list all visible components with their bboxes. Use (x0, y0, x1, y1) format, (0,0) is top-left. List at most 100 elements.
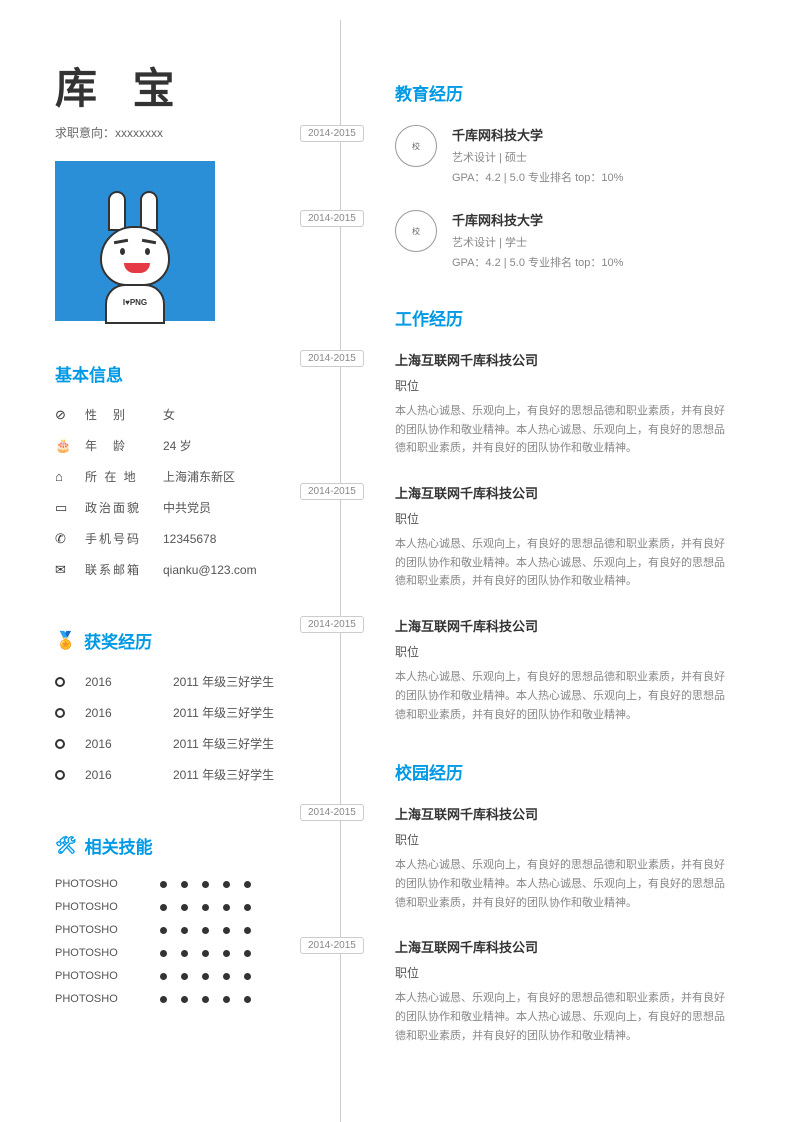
info-row: ⌂ 所 在 地 上海浦东新区 (55, 468, 315, 485)
right-column: 教育经历 2014-2015 校 千库网科技大学 艺术设计 | 硕士 GPA：4… (395, 80, 735, 1080)
position: 职位 (395, 831, 735, 848)
skill-dot (223, 996, 230, 1003)
skill-dot (223, 950, 230, 957)
skill-dot (202, 904, 209, 911)
skill-dot (181, 973, 188, 980)
info-icon: 🎂 (55, 438, 71, 454)
info-label: 所 在 地 (85, 468, 163, 485)
ribbon-icon: 🏅 (55, 631, 76, 651)
experience-item: 2014-2015 上海互联网千库科技公司 职位 本人热心诚恳、乐观向上，有良好… (395, 804, 735, 912)
skills-list: PHOTOSHO PHOTOSHO PHOTOSHO PHOTOSHO PHOT… (55, 878, 315, 1005)
experience-item: 2014-2015 上海互联网千库科技公司 职位 本人热心诚恳、乐观向上，有良好… (395, 483, 735, 591)
tools-icon: 🛠 (55, 836, 77, 856)
skill-name: PHOTOSHO (55, 970, 160, 982)
education-item: 2014-2015 校 千库网科技大学 艺术设计 | 硕士 GPA：4.2 | … (395, 125, 735, 185)
info-icon: ⌂ (55, 469, 71, 484)
skill-dot (244, 996, 251, 1003)
position: 职位 (395, 510, 735, 527)
description: 本人热心诚恳、乐观向上，有良好的思想品德和职业素质，并有良好的团队协作和敬业精神… (395, 668, 735, 724)
skill-dot (244, 904, 251, 911)
info-value: 中共党员 (163, 499, 211, 516)
award-row: 2016 2011 年级三好学生 (55, 766, 315, 783)
date-badge: 2014-2015 (300, 937, 364, 954)
skill-name: PHOTOSHO (55, 901, 160, 913)
gpa: GPA：4.2 | 5.0 专业排名 top：10% (452, 169, 623, 185)
skill-dot (160, 996, 167, 1003)
company-name: 上海互联网千库科技公司 (395, 616, 735, 635)
skill-name: PHOTOSHO (55, 947, 160, 959)
skill-dot (223, 927, 230, 934)
skill-row: PHOTOSHO (55, 901, 315, 913)
skill-dot (244, 927, 251, 934)
bullet-icon (55, 739, 65, 749)
left-column: 库 宝 求职意向：xxxxxxxx I♥PNG 基本信息 ⊘ 性 别 女🎂 年 … (55, 55, 315, 1016)
experience-item: 2014-2015 上海互联网千库科技公司 职位 本人热心诚恳、乐观向上，有良好… (395, 937, 735, 1045)
info-value: 上海浦东新区 (163, 468, 235, 485)
info-row: ▭ 政治面貌 中共党员 (55, 499, 315, 516)
job-intent: 求职意向：xxxxxxxx (55, 124, 315, 141)
skill-dot (223, 973, 230, 980)
date-badge: 2014-2015 (300, 350, 364, 367)
award-year: 2016 (85, 675, 173, 689)
info-value: 12345678 (163, 532, 216, 546)
awards-list: 2016 2011 年级三好学生 2016 2011 年级三好学生 2016 2… (55, 673, 315, 783)
award-desc: 2011 年级三好学生 (173, 673, 274, 690)
rabbit-illustration: I♥PNG (80, 191, 190, 321)
major: 艺术设计 | 硕士 (452, 149, 623, 165)
info-value: qianku@123.com (163, 563, 257, 577)
bullet-icon (55, 770, 65, 780)
skill-dot (160, 950, 167, 957)
skill-name: PHOTOSHO (55, 993, 160, 1005)
info-icon: ✉ (55, 562, 71, 578)
position: 职位 (395, 643, 735, 660)
skill-dot (223, 904, 230, 911)
skill-row: PHOTOSHO (55, 947, 315, 959)
date-badge: 2014-2015 (300, 616, 364, 633)
award-year: 2016 (85, 706, 173, 720)
award-desc: 2011 年级三好学生 (173, 704, 274, 721)
skill-name: PHOTOSHO (55, 878, 160, 890)
school-logo-icon: 校 (395, 210, 437, 252)
avatar-text: I♥PNG (107, 298, 163, 307)
info-row: ✉ 联系邮箱 qianku@123.com (55, 561, 315, 578)
section-education: 教育经历 (395, 80, 735, 105)
skill-dots (160, 996, 251, 1003)
info-row: 🎂 年 龄 24 岁 (55, 437, 315, 454)
skill-dot (202, 996, 209, 1003)
info-icon: ✆ (55, 531, 71, 547)
skill-row: PHOTOSHO (55, 878, 315, 890)
skill-row: PHOTOSHO (55, 993, 315, 1005)
section-basic-info: 基本信息 (55, 361, 315, 386)
skill-row: PHOTOSHO (55, 970, 315, 982)
skill-dots (160, 973, 251, 980)
campus-section: 校园经历 2014-2015 上海互联网千库科技公司 职位 本人热心诚恳、乐观向… (395, 759, 735, 1045)
timeline-divider (340, 20, 341, 1122)
section-work: 工作经历 (395, 305, 735, 330)
education-item: 2014-2015 校 千库网科技大学 艺术设计 | 学士 GPA：4.2 | … (395, 210, 735, 270)
info-label: 性 别 (85, 406, 163, 423)
skill-dot (181, 904, 188, 911)
info-label: 联系邮箱 (85, 561, 163, 578)
skill-dots (160, 950, 251, 957)
info-row: ✆ 手机号码 12345678 (55, 530, 315, 547)
skill-dot (223, 881, 230, 888)
company-name: 上海互联网千库科技公司 (395, 937, 735, 956)
candidate-name: 库 宝 (55, 55, 315, 116)
skill-row: PHOTOSHO (55, 924, 315, 936)
company-name: 上海互联网千库科技公司 (395, 483, 735, 502)
award-row: 2016 2011 年级三好学生 (55, 704, 315, 721)
position: 职位 (395, 377, 735, 394)
job-intent-value: xxxxxxxx (115, 126, 163, 140)
date-badge: 2014-2015 (300, 804, 364, 821)
skill-dot (244, 950, 251, 957)
position: 职位 (395, 964, 735, 981)
company-name: 上海互联网千库科技公司 (395, 350, 735, 369)
skill-dot (244, 881, 251, 888)
skill-dot (244, 973, 251, 980)
section-campus: 校园经历 (395, 759, 735, 784)
description: 本人热心诚恳、乐观向上，有良好的思想品德和职业素质，并有良好的团队协作和敬业精神… (395, 856, 735, 912)
skills-title: 相关技能 (85, 833, 153, 858)
award-year: 2016 (85, 768, 173, 782)
date-badge: 2014-2015 (300, 483, 364, 500)
skill-dot (202, 881, 209, 888)
